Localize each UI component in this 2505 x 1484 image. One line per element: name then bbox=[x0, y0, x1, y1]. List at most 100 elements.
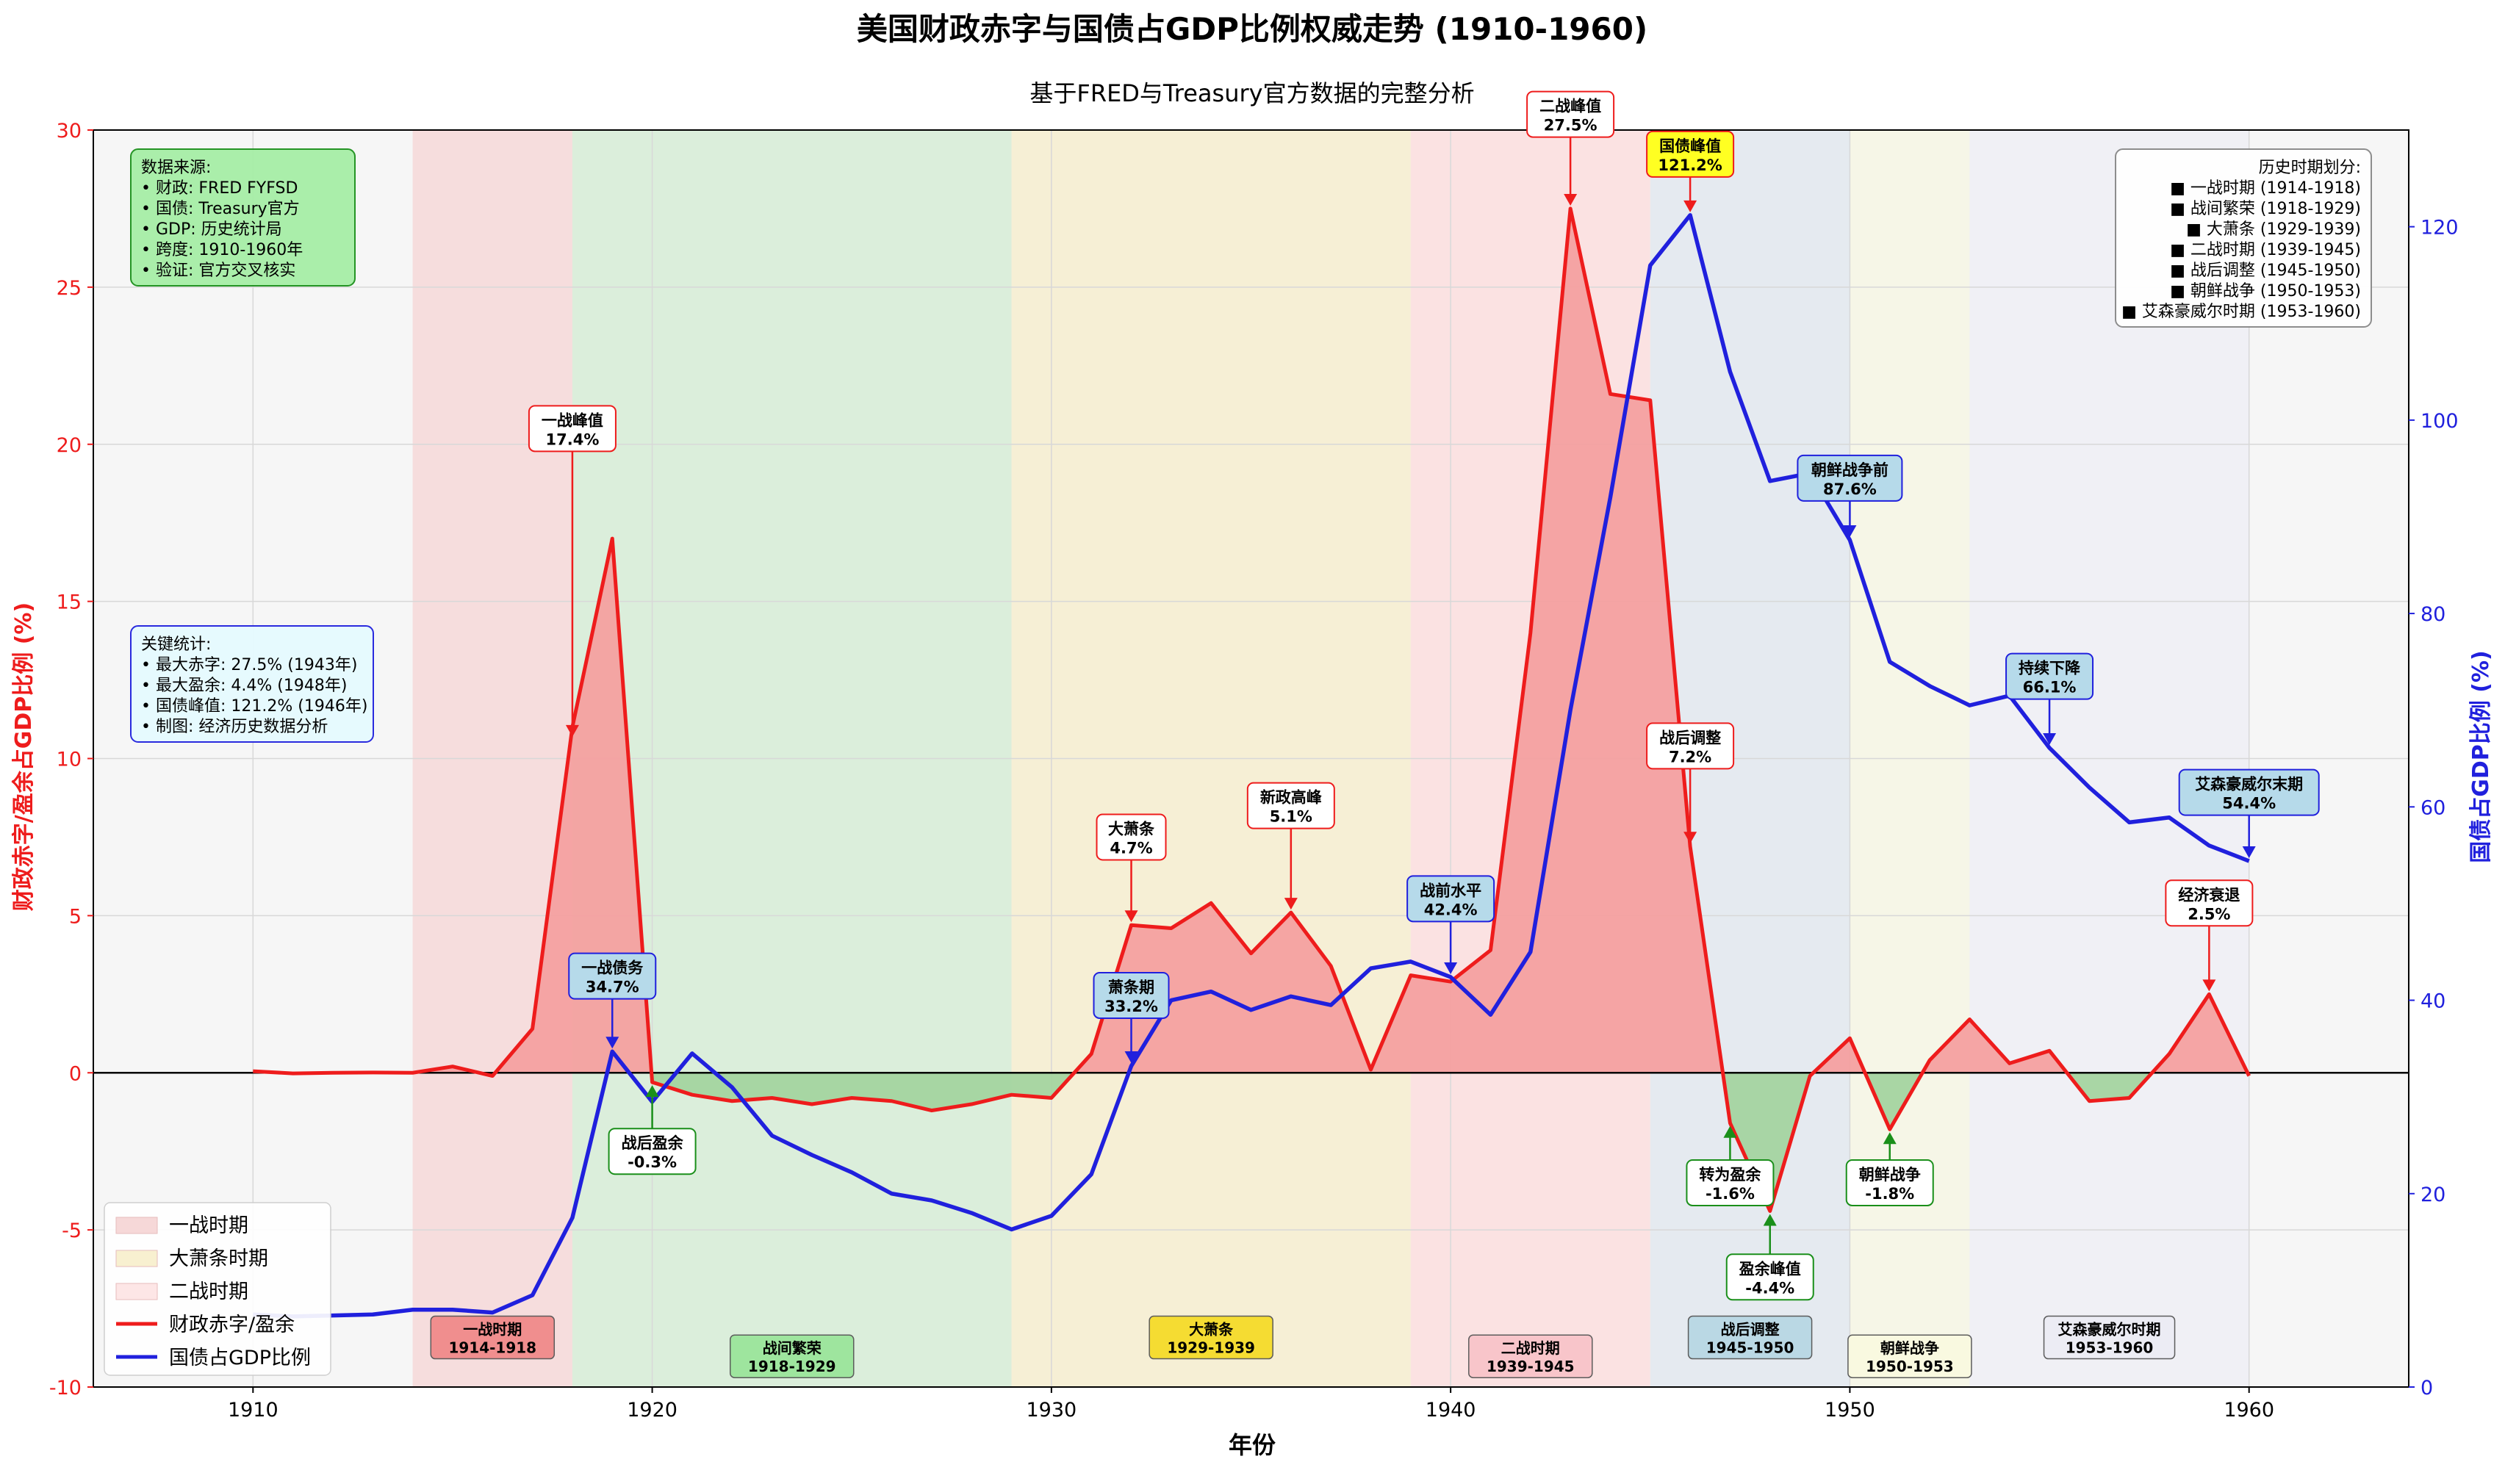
annotation-arrowhead bbox=[1723, 1125, 1737, 1138]
annotation-title: 大萧条 bbox=[1108, 820, 1155, 838]
annotation-value: -1.8% bbox=[1865, 1185, 1914, 1203]
annotation-box bbox=[528, 405, 617, 453]
source-box-line: 数据来源: bbox=[141, 159, 211, 177]
y-right-tick-label: 120 bbox=[2420, 217, 2459, 239]
annotation-arrowhead bbox=[1843, 525, 1857, 538]
annotation-arrowhead bbox=[1124, 910, 1138, 923]
x-axis-label: 年份 bbox=[1229, 1431, 1276, 1459]
annotation-box bbox=[1246, 782, 1335, 829]
legend-item: 财政赤字/盈余 bbox=[116, 1314, 295, 1336]
annotation-value: 17.4% bbox=[546, 431, 600, 448]
period-label-name: 朝鲜战争 bbox=[1880, 1339, 1939, 1357]
annotation-title: 战后调整 bbox=[1659, 729, 1721, 746]
y-left-tick-label: 10 bbox=[57, 749, 82, 771]
annotation-value: 5.1% bbox=[1270, 808, 1312, 826]
annotation-arrowhead bbox=[1683, 200, 1697, 212]
period-label-years: 1939-1945 bbox=[1487, 1358, 1575, 1375]
annotation: 战后盈余-0.3% bbox=[608, 1085, 697, 1175]
period-label-box bbox=[2043, 1315, 2176, 1360]
chart-title: 美国财政赤字与国债占GDP比例权威走势 (1910-1960) bbox=[857, 11, 1647, 47]
legend-label: 国债占GDP比例 bbox=[169, 1347, 311, 1369]
stats-box-line: • 制图: 经济历史数据分析 bbox=[141, 718, 328, 736]
surplus-area bbox=[253, 1073, 2249, 1211]
annotation-title: 朝鲜战争 bbox=[1859, 1166, 1921, 1184]
period-box: 历史时期划分: ■ 一战时期 (1914-1918) ■ 战间繁荣 (1918-19… bbox=[2115, 148, 2372, 328]
period-box-line: ■ 朝鲜战争 (1950-1953) bbox=[2170, 282, 2361, 300]
annotation-box bbox=[608, 1128, 697, 1175]
annotation-box bbox=[1096, 813, 1167, 861]
period-box-line: 历史时期划分: bbox=[2259, 159, 2361, 177]
stats-box-line: • 最大盈余: 4.4% (1948年) bbox=[141, 677, 347, 695]
annotation-title: 战前水平 bbox=[1420, 882, 1481, 899]
y-right-tick-label: 20 bbox=[2420, 1184, 2445, 1206]
annotation-title: 萧条期 bbox=[1108, 979, 1154, 996]
legend-item: 一战时期 bbox=[115, 1214, 248, 1237]
annotation-arrowhead bbox=[1124, 1051, 1138, 1064]
chart-subtitle: 基于FRED与Treasury官方数据的完整分析 bbox=[1029, 79, 1474, 107]
x-tick-label: 1940 bbox=[1426, 1399, 1476, 1422]
legend-item: 二战时期 bbox=[115, 1281, 248, 1303]
y-left-tick-label: 25 bbox=[57, 277, 82, 300]
x-tick-label: 1930 bbox=[1027, 1399, 1077, 1422]
annotation-box bbox=[2178, 768, 2320, 816]
y-left-tick-label: -10 bbox=[49, 1377, 82, 1400]
debt-line bbox=[253, 213, 2250, 1319]
y-left-tick-label: 5 bbox=[69, 905, 82, 928]
annotation-title: 国债峰值 bbox=[1659, 137, 1721, 155]
period-label-years: 1929-1939 bbox=[1167, 1339, 1255, 1357]
annotation-box bbox=[1797, 454, 1903, 502]
annotation-title: 盈余峰值 bbox=[1739, 1260, 1801, 1278]
annotation-title: 经济衰退 bbox=[2178, 886, 2240, 904]
annotation: 一战峰值 17.4% bbox=[528, 405, 617, 737]
y-left-tick-label: 15 bbox=[57, 591, 82, 614]
axes: 1910 1920 1930 1940 1950 1960 -10 -5 0 5 10 15 20 25 3… bbox=[49, 120, 2459, 1422]
annotation-value: 4.7% bbox=[1110, 839, 1152, 857]
period-label-box bbox=[1847, 1334, 1972, 1378]
source-box-line: • GDP: 历史统计局 bbox=[141, 220, 282, 239]
annotation-box bbox=[2165, 879, 2254, 927]
annotation-value: 54.4% bbox=[2222, 795, 2276, 813]
legend-frame bbox=[104, 1202, 331, 1376]
annotation: 艾森豪威尔末期 54.4% bbox=[2178, 768, 2320, 859]
annotation-title: 转为盈余 bbox=[1699, 1166, 1761, 1184]
annotation-arrowhead bbox=[565, 724, 579, 737]
legend-swatch bbox=[115, 1250, 158, 1267]
annotation: 战后调整 7.2% bbox=[1646, 722, 1735, 844]
annotation-title: 艾森豪威尔末期 bbox=[2195, 776, 2303, 793]
annotation-arrowhead bbox=[1883, 1132, 1897, 1145]
annotation-value: 7.2% bbox=[1669, 748, 1711, 766]
annotation: 萧条期 33.2% bbox=[1093, 971, 1170, 1064]
x-tick-label: 1920 bbox=[627, 1399, 678, 1422]
period-label-name: 战间繁荣 bbox=[763, 1339, 822, 1357]
info-boxes: 数据来源: • 财政: FRED FYFSD • 国债: Treasury官方 • G… bbox=[130, 148, 2372, 743]
y-right-tick-label: 0 bbox=[2420, 1377, 2433, 1400]
deficit-fill-areas bbox=[253, 208, 2249, 1211]
annotation-arrowhead bbox=[2202, 979, 2216, 992]
y-left-tick-label: -5 bbox=[62, 1220, 82, 1242]
annotation-box bbox=[1526, 90, 1615, 138]
annotation-box bbox=[2005, 652, 2094, 700]
annotation-value: 66.1% bbox=[2023, 679, 2077, 696]
annotation-value: 33.2% bbox=[1104, 998, 1158, 1015]
period-box-line: ■ 二战时期 (1939-1945) bbox=[2170, 241, 2361, 259]
period-label-years: 1945-1950 bbox=[1706, 1339, 1794, 1357]
period-label-name: 一战时期 bbox=[463, 1321, 522, 1339]
stats-box-line: 关键统计: bbox=[141, 635, 211, 654]
annotation-title: 一战峰值 bbox=[542, 411, 603, 429]
annotation: 二战峰值 27.5% bbox=[1526, 90, 1615, 206]
y-axis-right-label: 国债占GDP比例 (%) bbox=[2468, 650, 2494, 862]
annotation-arrowhead bbox=[1683, 832, 1697, 844]
period-box-line: ■ 大萧条 (1929-1939) bbox=[2186, 220, 2361, 239]
annotation-arrowhead bbox=[2043, 733, 2057, 746]
y-axis-left-label: 财政赤字/盈余占GDP比例 (%) bbox=[11, 602, 37, 911]
annotation-box bbox=[1686, 1159, 1775, 1206]
